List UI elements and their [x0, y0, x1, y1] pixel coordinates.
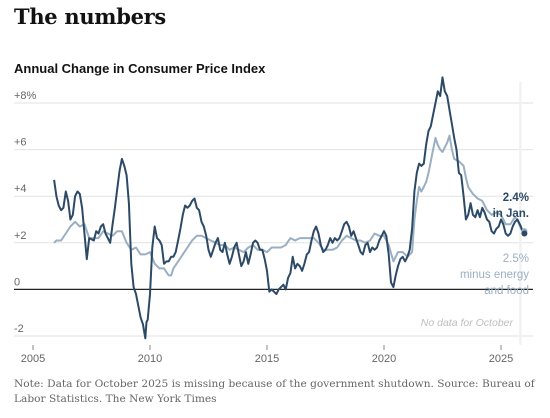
y-tick-label: -2 [14, 323, 24, 335]
y-tick-label: 0 [14, 276, 20, 288]
cpi-line [53, 76, 525, 340]
source-note: Note: Data for October 2025 is missing b… [14, 378, 535, 405]
no-data-annotation: No data for October [421, 317, 514, 329]
y-tick-label: +6 [14, 137, 27, 149]
y-tick-label: +8% [14, 90, 37, 102]
x-tick-label: 2020 [372, 353, 396, 365]
y-tick-label: +2 [14, 230, 27, 242]
cpi-end-label: in Jan. [493, 208, 529, 220]
core-cpi-line [53, 134, 525, 277]
chart-title: Annual Change in Consumer Price Index [14, 61, 266, 76]
grid-layer [14, 102, 533, 337]
labels-layer: 2.4% in Jan. 2.5% minus energy and food No da… [421, 192, 529, 329]
x-tick-label: 2025 [489, 353, 513, 365]
headline: The numbers [14, 4, 166, 29]
y-tick-label: +4 [14, 183, 27, 195]
cpi-line-chart: -2 0 +2 +4 +6 +8% 2005 2010 2015 2020 2025 2.4% in… [14, 76, 533, 365]
core-cpi-end-label: minus energy [460, 269, 529, 281]
missing-data-band [519, 82, 522, 345]
cpi-endpoint [521, 230, 528, 237]
x-tick-label: 2010 [138, 353, 162, 365]
y-axis-ticks: -2 0 +2 +4 +6 +8% [14, 90, 533, 335]
cpi-end-label: 2.4% [503, 192, 529, 204]
x-axis-ticks: 2005 2010 2015 2020 2025 [21, 345, 513, 365]
x-tick-label: 2015 [255, 353, 279, 365]
core-cpi-end-label: and food [484, 285, 529, 297]
endpoints [521, 228, 528, 237]
x-tick-label: 2005 [21, 353, 45, 365]
core-cpi-end-label: 2.5% [503, 253, 529, 265]
